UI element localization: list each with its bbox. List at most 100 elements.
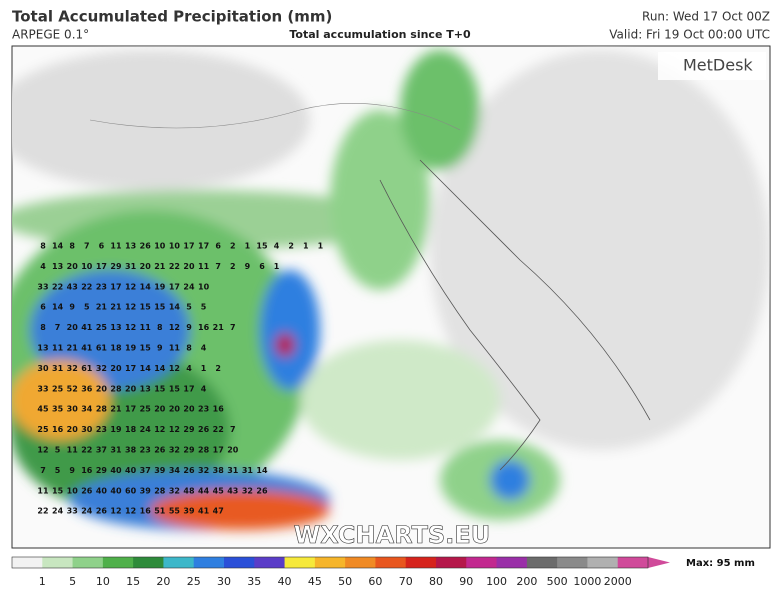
map-value: 6	[40, 303, 46, 312]
map-value: 19	[110, 425, 122, 434]
map-value: 16	[140, 507, 152, 516]
map-value: 31	[125, 262, 137, 271]
map-value: 41	[81, 323, 93, 332]
map-value: 1	[303, 242, 309, 251]
map-value: 21	[110, 303, 122, 312]
colorbar-label: 20	[156, 575, 170, 588]
map-value: 30	[67, 405, 79, 414]
map-value: 47	[213, 507, 224, 516]
map-value: 17	[183, 242, 194, 251]
map-value: 20	[96, 384, 108, 393]
colorbar-label: 30	[217, 575, 231, 588]
map-value: 24	[52, 507, 64, 516]
map-value: 2	[215, 364, 221, 373]
map-value: 40	[125, 466, 137, 475]
map-value: 20	[110, 364, 122, 373]
map-value: 20	[67, 425, 79, 434]
map-value: 17	[110, 282, 121, 291]
map-value: 26	[183, 466, 195, 475]
map-value: 29	[96, 466, 108, 475]
map-value: 16	[213, 405, 225, 414]
map-value: 40	[110, 466, 122, 475]
map-value: 40	[96, 486, 108, 495]
map-value: 12	[125, 303, 136, 312]
watermark: WXCHARTS.EU	[294, 521, 490, 549]
map-value: 10	[154, 242, 166, 251]
map-value: 10	[169, 242, 181, 251]
map-value: 31	[242, 466, 254, 475]
map-value: 2	[230, 242, 236, 251]
map-value: 15	[140, 303, 152, 312]
map-value: 6	[259, 262, 265, 271]
map-value: 20	[140, 262, 152, 271]
map-value: 61	[96, 344, 108, 353]
valid: Valid: Fri 19 Oct 00:00 UTC	[609, 28, 770, 42]
map-value: 32	[96, 364, 107, 373]
colorbar-label: 500	[547, 575, 568, 588]
map-value: 20	[169, 405, 181, 414]
map-value: 14	[52, 242, 64, 251]
map-value: 6	[215, 242, 221, 251]
map-value: 28	[154, 486, 166, 495]
colorbar-label: 1	[39, 575, 46, 588]
map-value: 15	[256, 242, 268, 251]
map-value: 21	[67, 344, 79, 353]
map-value: 9	[69, 466, 75, 475]
map-value: 7	[84, 242, 90, 251]
map-value: 7	[40, 466, 46, 475]
map-value: 17	[125, 364, 136, 373]
colorbar-swatch	[284, 557, 316, 568]
map-value: 12	[154, 425, 165, 434]
map-value: 9	[157, 344, 163, 353]
colorbar-label: 25	[187, 575, 201, 588]
map-value: 11	[140, 323, 152, 332]
map-value: 28	[96, 405, 108, 414]
map-value: 26	[140, 242, 152, 251]
colorbar-swatch	[193, 557, 225, 568]
map-value: 1	[245, 242, 251, 251]
max-label: Max: 95 mm	[686, 558, 755, 569]
map-value: 51	[154, 507, 166, 516]
map-value: 14	[52, 303, 64, 312]
map-value: 12	[169, 425, 180, 434]
colorbar-label: 100	[486, 575, 507, 588]
map-value: 15	[154, 384, 166, 393]
colorbar-swatch	[466, 557, 498, 568]
map-value: 18	[110, 344, 122, 353]
colorbar-label: 45	[308, 575, 322, 588]
map-value: 32	[169, 446, 180, 455]
map-value: 2	[288, 242, 294, 251]
map-value: 15	[169, 384, 181, 393]
map-value: 22	[169, 262, 180, 271]
map-value: 30	[37, 364, 49, 373]
colorbar-swatch	[526, 557, 558, 568]
map-value: 14	[256, 466, 268, 475]
map-value: 20	[227, 446, 239, 455]
map-value: 16	[81, 466, 93, 475]
colorbar-swatch	[587, 557, 619, 568]
map-value: 11	[52, 344, 64, 353]
map-value: 12	[169, 323, 180, 332]
map-value: 28	[110, 384, 122, 393]
map-value: 21	[213, 323, 225, 332]
map-value: 13	[52, 262, 63, 271]
map-value: 39	[183, 507, 195, 516]
map-value: 34	[169, 466, 181, 475]
map-value: 21	[154, 262, 166, 271]
map-value: 15	[140, 344, 152, 353]
map-value: 11	[67, 446, 79, 455]
colorbar-swatch	[72, 557, 104, 568]
colorbar-swatch	[314, 557, 346, 568]
colorbar-arrow	[648, 557, 670, 568]
colorbar-label: 1000	[573, 575, 601, 588]
map-value: 12	[169, 364, 180, 373]
map-value: 16	[52, 425, 64, 434]
map-value: 26	[154, 446, 166, 455]
map-value: 7	[55, 323, 61, 332]
map-value: 32	[169, 486, 180, 495]
map-value: 11	[110, 242, 122, 251]
colorbar-label: 5	[69, 575, 76, 588]
map-value: 22	[37, 507, 48, 516]
map-value: 30	[81, 425, 93, 434]
